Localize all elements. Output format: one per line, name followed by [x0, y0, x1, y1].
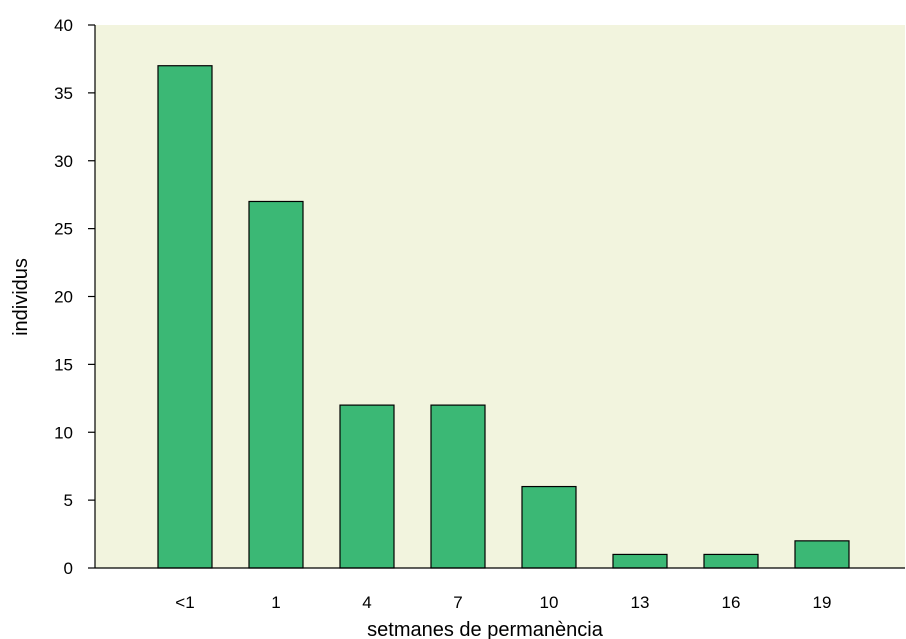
y-tick-label-2: 10: [54, 423, 73, 442]
bar-7: [794, 540, 850, 569]
x-tick-label-5: 13: [631, 593, 650, 612]
x-axis-title: setmanes de permanència: [367, 619, 604, 639]
y-tick-label-1: 5: [64, 491, 73, 510]
y-tick-label-7: 35: [54, 84, 73, 103]
x-ticks-group: <1 1 4 7 10 13 16 19: [175, 593, 831, 612]
y-ticks-group: 0 5 10 15 20 25 30 35 40: [54, 16, 95, 578]
bar-5: [612, 553, 668, 569]
y-tick-label-8: 40: [54, 16, 73, 35]
y-tick-label-0: 0: [64, 559, 73, 578]
x-tick-label-3: 7: [453, 593, 462, 612]
bar-4: [521, 485, 577, 569]
x-tick-label-7: 19: [813, 593, 832, 612]
bar-3: [430, 404, 486, 569]
bar-1: [248, 200, 304, 569]
y-tick-label-5: 25: [54, 220, 73, 239]
bar-0: [157, 65, 213, 569]
x-tick-label-6: 16: [722, 593, 741, 612]
y-axis-title: individus: [10, 258, 32, 336]
bar-6: [703, 553, 759, 569]
x-tick-label-1: 1: [271, 593, 280, 612]
y-tick-label-6: 30: [54, 152, 73, 171]
x-tick-label-0: <1: [175, 593, 194, 612]
x-tick-label-4: 10: [540, 593, 559, 612]
plot-background: [95, 25, 905, 568]
bars-group: [157, 65, 850, 569]
bar-2: [339, 404, 395, 569]
x-tick-label-2: 4: [362, 593, 371, 612]
y-tick-label-4: 20: [54, 288, 73, 307]
y-tick-label-3: 15: [54, 355, 73, 374]
